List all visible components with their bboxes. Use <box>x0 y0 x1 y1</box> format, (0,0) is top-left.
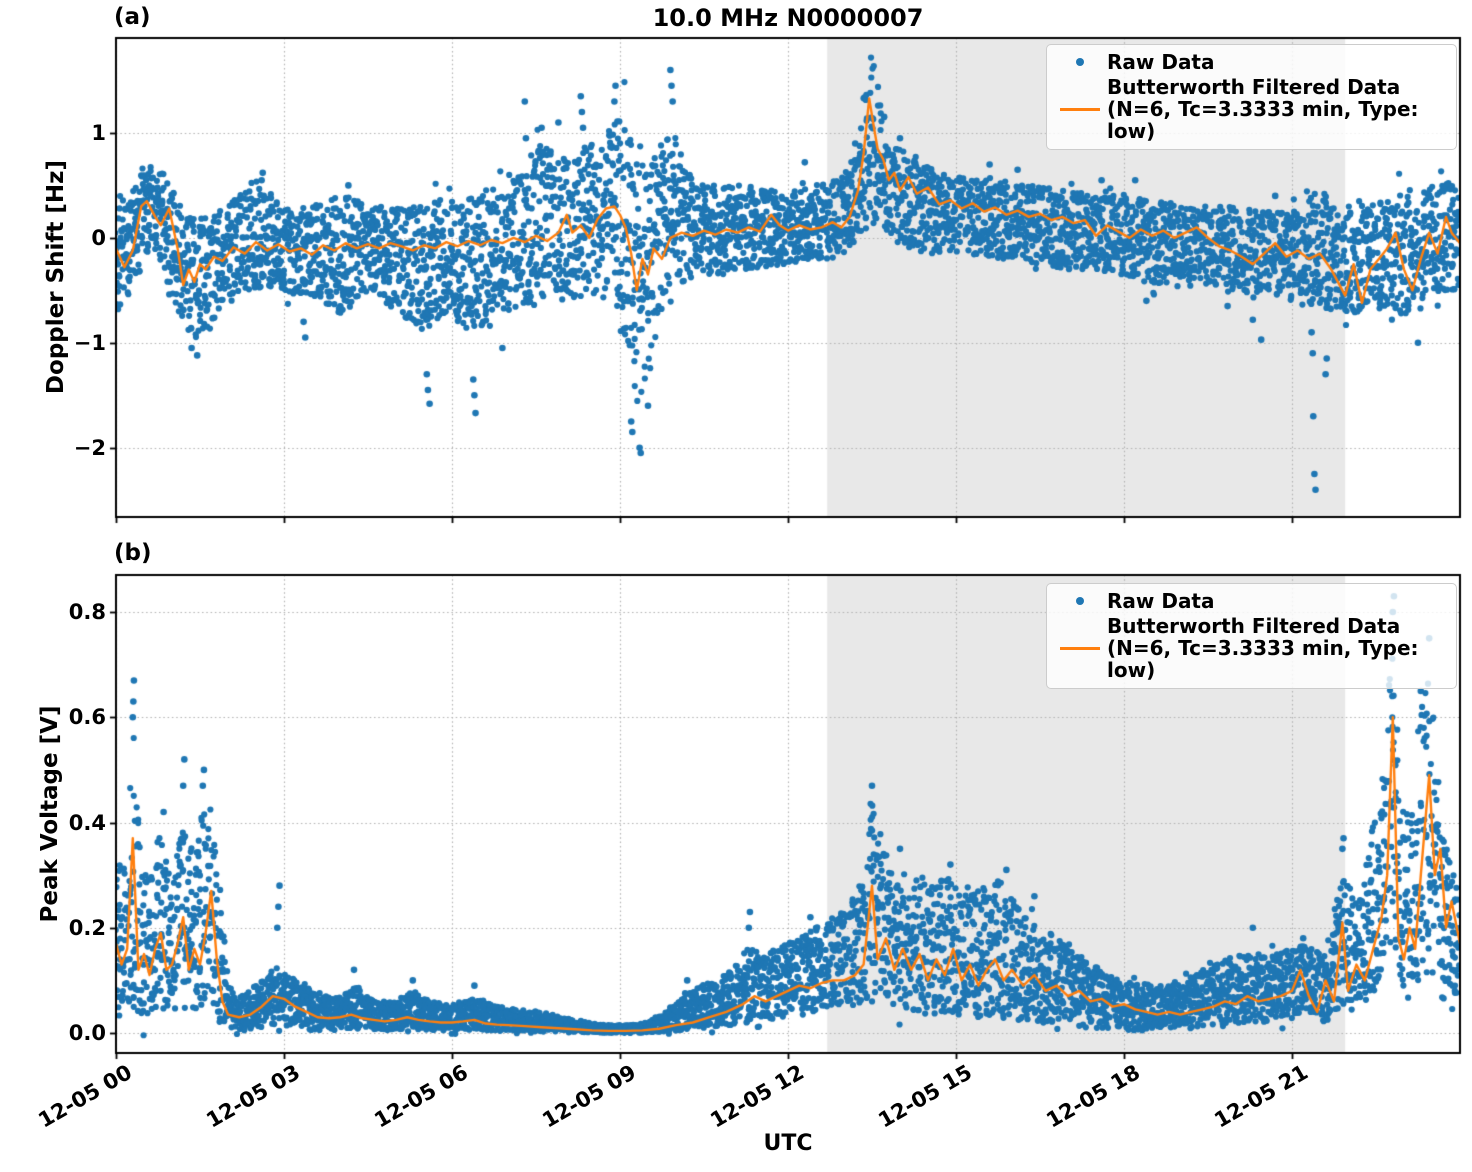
legend-filtered-row: Butterworth Filtered Data (N=6, Tc=3.333… <box>1053 615 1448 681</box>
figure-title: 10.0 MHz N0000007 <box>652 4 924 32</box>
legend-filtered-label-line2: (N=6, Tc=3.3333 min, Type: low) <box>1107 97 1419 143</box>
raw-data-dot-icon <box>1076 58 1084 66</box>
legend-raw-row: Raw Data <box>1053 51 1448 73</box>
legend-filtered-label-line1: Butterworth Filtered Data <box>1107 614 1401 638</box>
panel-a-label: (a) <box>114 4 151 30</box>
legend-filtered-row: Butterworth Filtered Data (N=6, Tc=3.333… <box>1053 76 1448 142</box>
y-tick-label: 0.6 <box>68 705 106 730</box>
raw-marker-slot <box>1053 597 1107 605</box>
y-tick-label: 1 <box>91 120 106 145</box>
y-tick-label: −2 <box>73 435 106 460</box>
panel-b-label: (b) <box>114 540 152 566</box>
y-axis-label-doppler: Doppler Shift [Hz] <box>43 159 69 395</box>
legend-filtered-label: Butterworth Filtered Data (N=6, Tc=3.333… <box>1107 76 1448 142</box>
x-axis-label-utc: UTC <box>763 1131 813 1156</box>
raw-marker-slot <box>1053 58 1107 66</box>
filtered-marker-slot <box>1053 646 1107 650</box>
legend-b: Raw Data Butterworth Filtered Data (N=6,… <box>1046 583 1457 689</box>
filtered-marker-slot <box>1053 107 1107 111</box>
legend-a: Raw Data Butterworth Filtered Data (N=6,… <box>1046 44 1457 150</box>
legend-filtered-label: Butterworth Filtered Data (N=6, Tc=3.333… <box>1107 615 1448 681</box>
legend-raw-label: Raw Data <box>1107 50 1215 74</box>
y-tick-label: 0.2 <box>68 915 106 940</box>
y-tick-label: 0 <box>91 225 106 250</box>
raw-data-dot-icon <box>1076 597 1084 605</box>
y-tick-label: 0.0 <box>68 1021 106 1045</box>
filtered-line-icon <box>1060 646 1100 650</box>
filtered-line-icon <box>1060 107 1100 111</box>
y-tick-label: 0.8 <box>68 600 106 625</box>
legend-raw-row: Raw Data <box>1053 590 1448 612</box>
y-tick-label: −1 <box>73 330 106 355</box>
y-tick-label: 0.4 <box>68 810 106 835</box>
legend-filtered-label-line2: (N=6, Tc=3.3333 min, Type: low) <box>1107 636 1419 682</box>
legend-filtered-label-line1: Butterworth Filtered Data <box>1107 75 1401 99</box>
legend-raw-label: Raw Data <box>1107 589 1215 613</box>
